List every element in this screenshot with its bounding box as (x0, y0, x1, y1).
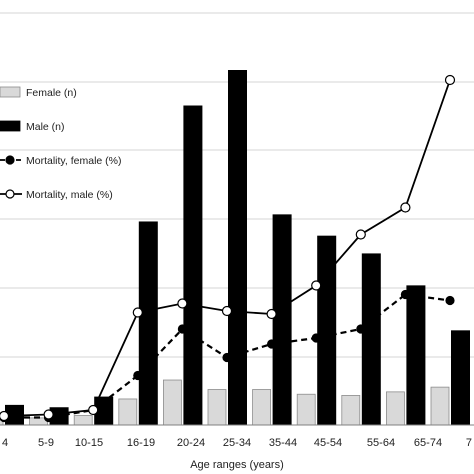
male-bar (406, 285, 426, 425)
mortality-male-point (400, 202, 411, 213)
mortality-female-point (356, 324, 366, 334)
female-bar (296, 393, 316, 426)
legend-label: Female (n) (26, 87, 77, 99)
female-bars (0, 379, 450, 426)
legend-label: Male (n) (26, 121, 65, 133)
x-tick-label: 10-15 (75, 437, 103, 449)
female-bar (341, 395, 361, 426)
legend-marker (5, 189, 15, 199)
x-tick-label: 65-74 (414, 437, 442, 449)
male-bar (228, 70, 247, 425)
mortality-male-point (43, 409, 54, 420)
legend-label: Mortality, male (%) (26, 189, 113, 201)
mortality-male-point (311, 280, 322, 291)
female-bar (252, 389, 272, 426)
female-bar (0, 418, 4, 426)
x-tick-label: 25-34 (223, 437, 251, 449)
male-bar (361, 253, 381, 425)
mortality-female-point (311, 333, 321, 343)
mortality-male-line (0, 74, 456, 422)
female-bar (73, 415, 93, 426)
legend-swatch (0, 86, 21, 98)
mortality-female-point (445, 295, 455, 306)
legend-swatch (0, 120, 21, 132)
legend-marker (5, 155, 15, 165)
mortality-female-point (400, 289, 410, 300)
mortality-male-point (177, 298, 188, 309)
mortality-male-point (355, 229, 366, 240)
x-tick-label: 4 (2, 437, 8, 449)
legend-label: Mortality, female (%) (26, 155, 122, 167)
mortality-male-point (221, 305, 233, 317)
x-tick-label: 5-9 (38, 437, 54, 449)
x-tick-labels: 4 5-9 10-15 16-19 20-24 25-34 35-44 45-54 55-64 6… (2, 437, 472, 449)
male-bars (5, 70, 470, 425)
mortality-female-point (177, 324, 187, 334)
legend: Female (n) Male (n) Mortality, female (%) M… (0, 86, 122, 201)
female-bar (385, 391, 405, 426)
mortality-male-path (3, 79, 451, 417)
male-bar (94, 396, 114, 425)
mortality-female-point (222, 352, 232, 363)
mortality-male-point (444, 74, 456, 86)
female-bar (118, 398, 138, 426)
mortality-female-point (133, 370, 143, 381)
male-bar (272, 214, 292, 425)
x-tick-label: 20-24 (177, 437, 205, 449)
mortality-male-point (0, 410, 10, 422)
male-bar (138, 221, 158, 425)
mortality-male-point (88, 404, 99, 416)
x-tick-label: 7 (466, 437, 472, 449)
mortality-male-point (132, 307, 143, 318)
x-tick-label: 45-54 (314, 437, 342, 449)
mortality-female-point (267, 339, 277, 349)
mortality-male-point (266, 308, 277, 320)
x-tick-label: 55-64 (367, 437, 395, 449)
x-tick-label: 16-19 (127, 437, 155, 449)
x-tick-label: 35-44 (269, 437, 297, 449)
female-bar (162, 379, 182, 426)
male-bar (183, 105, 203, 425)
female-bar (207, 389, 227, 426)
male-bar (317, 235, 337, 425)
female-bar (430, 386, 450, 426)
male-bar (451, 330, 470, 425)
x-axis-title: Age ranges (years) (190, 459, 284, 471)
